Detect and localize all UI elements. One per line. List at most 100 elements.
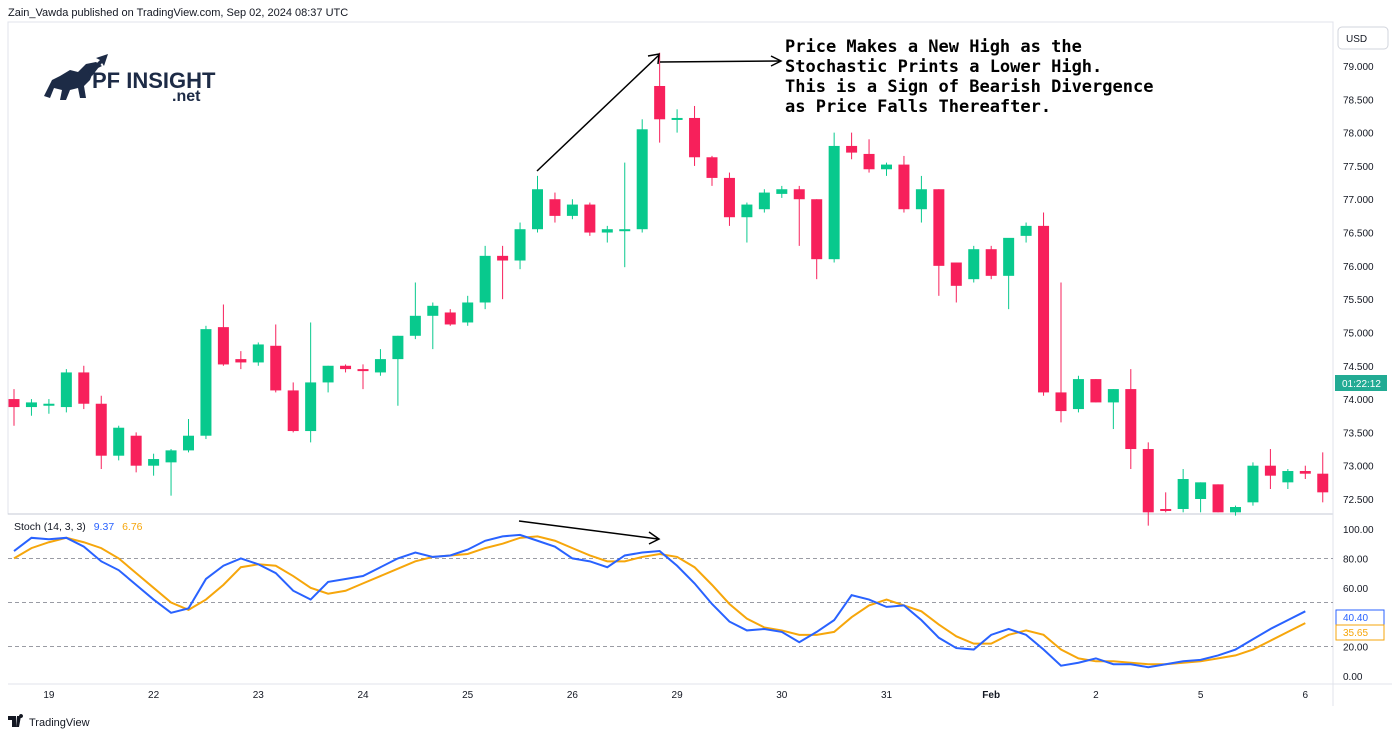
candle[interactable] xyxy=(1107,389,1119,430)
drawing-arrows[interactable] xyxy=(518,53,783,545)
time-tick-label: 24 xyxy=(357,690,369,701)
candle-body xyxy=(1142,449,1154,513)
candle[interactable] xyxy=(25,399,37,416)
price-tick-label: 73.000 xyxy=(1343,462,1374,473)
candle[interactable] xyxy=(881,162,892,176)
candle-body xyxy=(1177,479,1189,509)
candle[interactable] xyxy=(584,202,596,236)
candle[interactable] xyxy=(1177,469,1189,513)
candle[interactable] xyxy=(78,365,90,410)
candle[interactable] xyxy=(741,202,753,243)
candle[interactable] xyxy=(1299,465,1311,480)
candle[interactable] xyxy=(409,282,421,340)
candle[interactable] xyxy=(915,175,927,223)
candle[interactable] xyxy=(148,453,160,476)
candle[interactable] xyxy=(497,245,509,300)
candle[interactable] xyxy=(776,185,788,198)
stoch-legend[interactable]: Stoch (14, 3, 3) 9.37 6.76 xyxy=(14,521,143,533)
candle[interactable] xyxy=(165,449,177,496)
currency-badge[interactable] xyxy=(1337,26,1389,50)
tradingview-footer[interactable]: TradingView xyxy=(8,714,90,729)
candle[interactable] xyxy=(217,304,229,366)
candle[interactable] xyxy=(689,105,701,166)
candle[interactable] xyxy=(357,364,369,390)
candle[interactable] xyxy=(723,172,735,226)
candle-body xyxy=(689,117,701,158)
candle[interactable] xyxy=(846,132,858,160)
candle[interactable] xyxy=(1230,505,1241,516)
price-tick-label: 77.000 xyxy=(1343,195,1374,206)
candle[interactable] xyxy=(950,262,962,303)
stoch-tick-label: 0.00 xyxy=(1343,672,1363,683)
candle[interactable] xyxy=(793,185,805,246)
candle[interactable] xyxy=(1247,462,1259,506)
candle[interactable] xyxy=(1282,469,1294,490)
candle[interactable] xyxy=(1003,237,1015,310)
candle[interactable] xyxy=(479,245,491,310)
candle-body xyxy=(881,164,892,170)
price-tick-label: 78.500 xyxy=(1343,95,1374,106)
candle[interactable] xyxy=(462,295,474,326)
candle[interactable] xyxy=(566,199,578,220)
candle[interactable] xyxy=(1195,482,1207,513)
candle[interactable] xyxy=(933,189,945,296)
candle[interactable] xyxy=(514,222,526,270)
candle[interactable] xyxy=(392,335,404,406)
candle[interactable] xyxy=(8,389,20,426)
candle[interactable] xyxy=(811,199,823,280)
candle[interactable] xyxy=(1055,282,1067,423)
price-trend-line[interactable] xyxy=(536,54,660,172)
candle[interactable] xyxy=(252,342,264,366)
candle[interactable] xyxy=(305,322,317,443)
candle-body xyxy=(43,403,55,406)
stoch-trend-line[interactable] xyxy=(518,520,659,540)
candle[interactable] xyxy=(1072,375,1084,413)
candle[interactable] xyxy=(863,139,875,173)
time-tick-label: 6 xyxy=(1303,690,1309,701)
candle[interactable] xyxy=(1038,212,1050,396)
candle[interactable] xyxy=(619,162,631,268)
candle[interactable] xyxy=(444,309,456,326)
candle[interactable] xyxy=(427,302,439,350)
callout-arrow-line[interactable] xyxy=(659,60,781,63)
candle[interactable] xyxy=(1160,492,1172,513)
candle[interactable] xyxy=(1142,442,1154,526)
candle[interactable] xyxy=(130,432,142,473)
candle[interactable] xyxy=(1317,452,1329,503)
candle[interactable] xyxy=(270,324,282,393)
candle-body xyxy=(846,145,858,153)
candle[interactable] xyxy=(1264,449,1276,490)
candle[interactable] xyxy=(636,119,648,233)
candle[interactable] xyxy=(95,395,107,470)
candle[interactable] xyxy=(43,399,55,414)
candle[interactable] xyxy=(322,365,334,393)
candle[interactable] xyxy=(1090,379,1102,403)
candle[interactable] xyxy=(340,364,352,373)
candle[interactable] xyxy=(1020,222,1032,243)
candle-body xyxy=(1160,508,1172,511)
candle[interactable] xyxy=(113,425,125,461)
candle[interactable] xyxy=(183,419,194,453)
candle[interactable] xyxy=(706,155,718,186)
candle[interactable] xyxy=(235,351,247,370)
candle[interactable] xyxy=(1125,369,1137,470)
candle[interactable] xyxy=(1212,484,1224,513)
bull-icon xyxy=(44,62,102,100)
candle[interactable] xyxy=(671,109,683,133)
candle[interactable] xyxy=(828,132,840,263)
candle[interactable] xyxy=(898,155,910,213)
candle-body xyxy=(374,359,386,373)
candle[interactable] xyxy=(549,192,561,223)
candle-body xyxy=(217,327,229,365)
candle[interactable] xyxy=(60,369,72,413)
candle[interactable] xyxy=(758,189,770,213)
candle[interactable] xyxy=(968,245,980,283)
candle[interactable] xyxy=(200,325,212,440)
candle[interactable] xyxy=(985,245,997,280)
candle[interactable] xyxy=(601,225,613,243)
candle[interactable] xyxy=(374,349,386,376)
candle[interactable] xyxy=(532,175,543,233)
candle[interactable] xyxy=(654,52,666,143)
candle[interactable] xyxy=(287,382,299,433)
